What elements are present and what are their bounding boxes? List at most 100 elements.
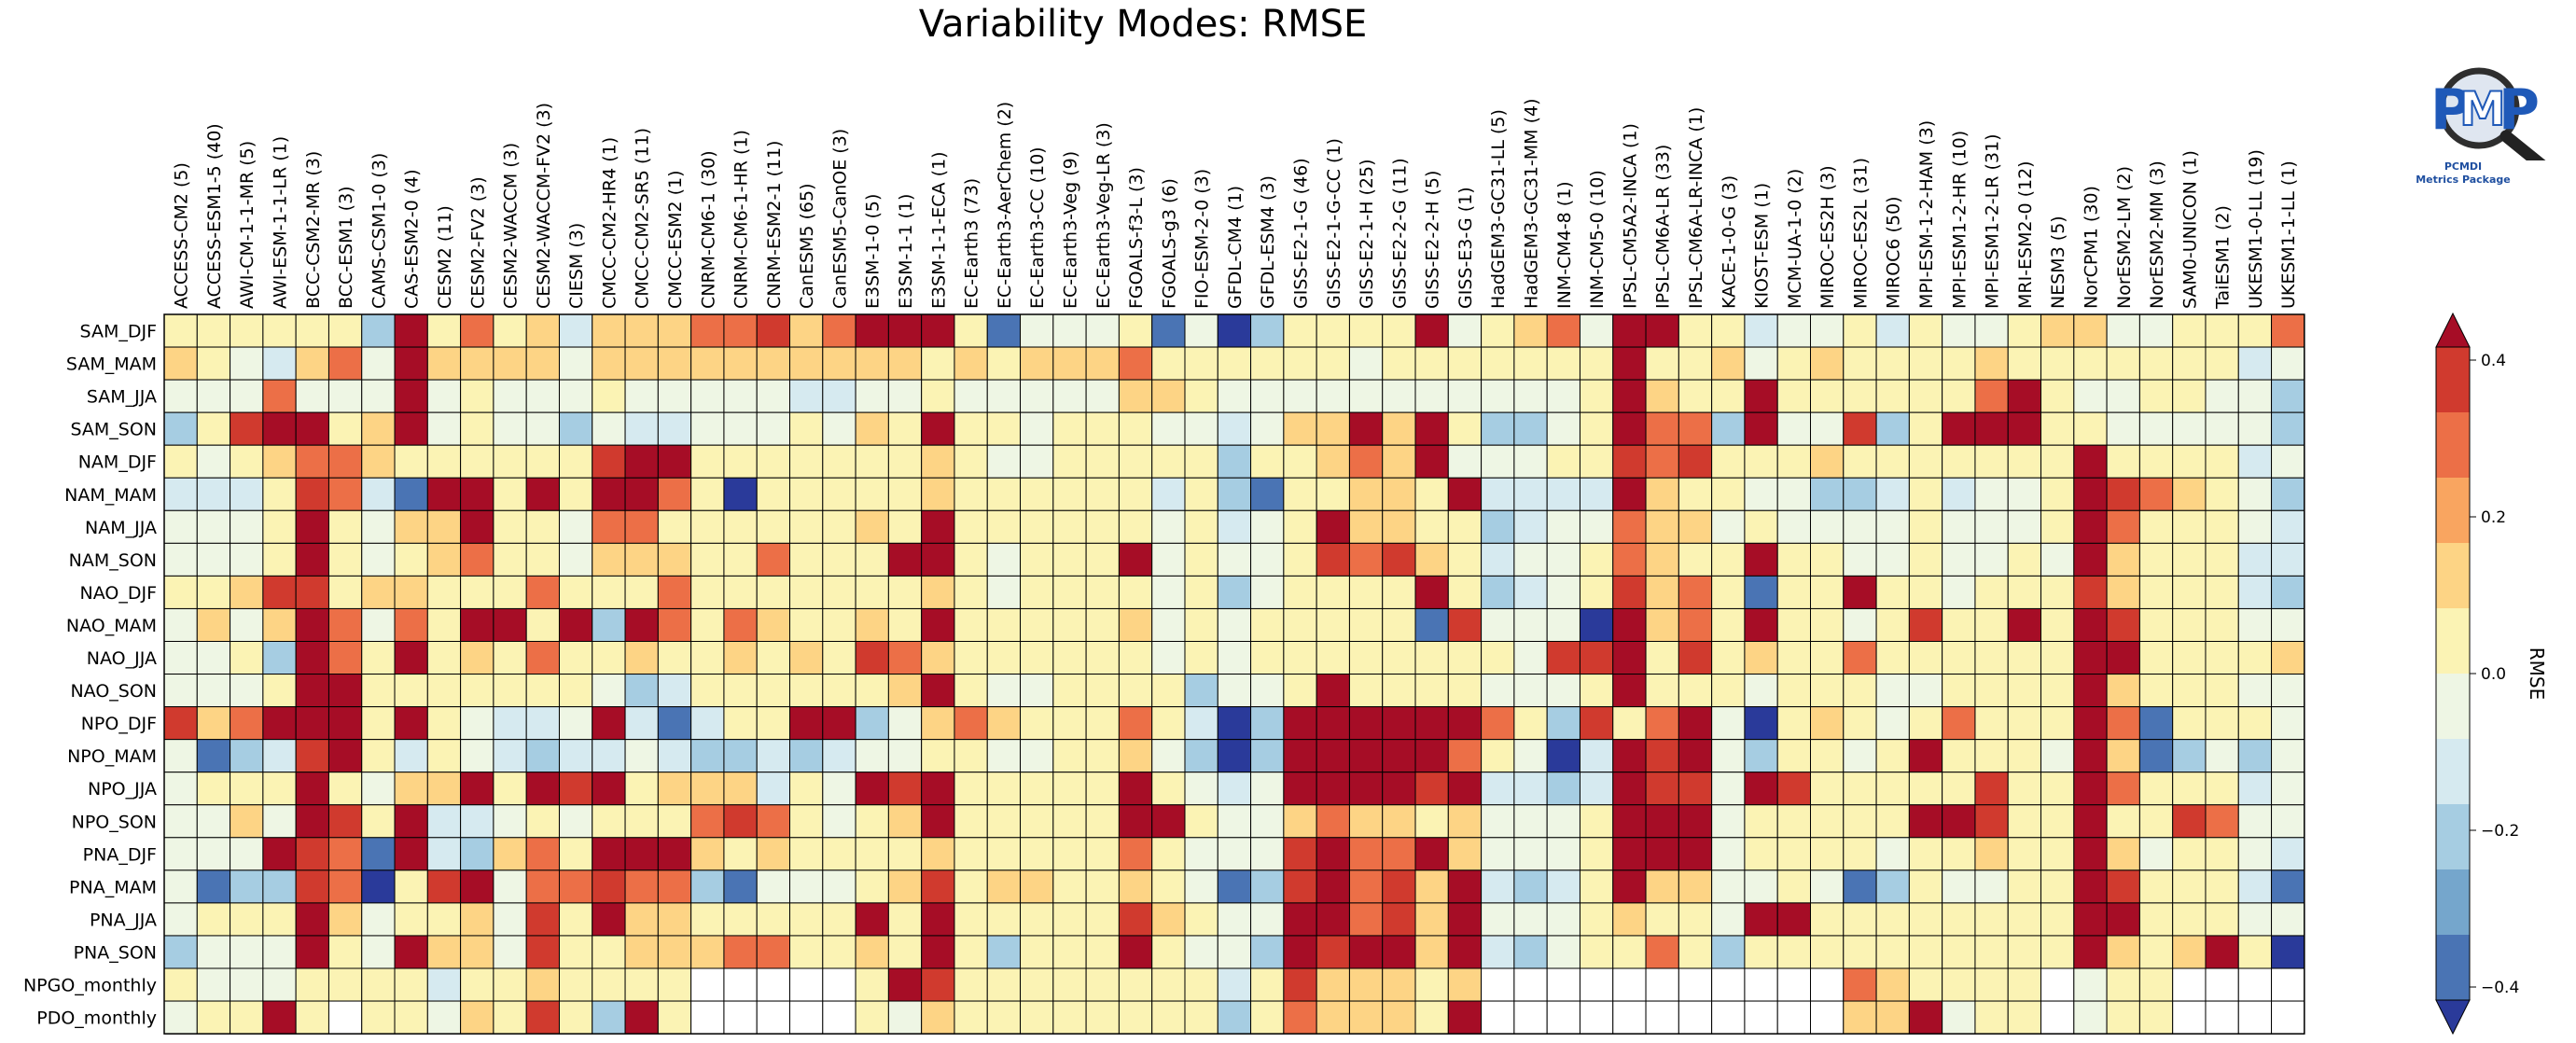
heatmap-cell <box>986 575 1022 609</box>
heatmap-cell <box>2271 804 2305 839</box>
heatmap-cell <box>756 575 791 609</box>
heatmap-cell <box>1942 575 1976 609</box>
column-label: MIROC-ES2H (3) <box>1817 165 1838 309</box>
heatmap-cell <box>1875 444 1910 479</box>
heatmap-cell <box>1513 935 1548 969</box>
heatmap-cell <box>1151 837 1186 871</box>
heatmap-cell <box>163 379 198 413</box>
heatmap-cell <box>1942 902 1976 937</box>
heatmap-cell <box>1513 346 1548 381</box>
heatmap-cell <box>1481 542 1515 577</box>
heatmap-cell <box>986 509 1022 544</box>
heatmap-cell <box>361 477 396 511</box>
heatmap-cell <box>460 1000 494 1035</box>
heatmap-cell <box>1250 772 1285 806</box>
heatmap-cell <box>1217 641 1252 675</box>
heatmap-cell <box>394 575 428 609</box>
heatmap-cell <box>2073 935 2108 969</box>
heatmap-cell <box>954 411 988 446</box>
heatmap-cell <box>1579 346 1614 381</box>
heatmap-cell <box>558 804 593 839</box>
column-label: INM-CM4-8 (1) <box>1554 181 1575 309</box>
heatmap-cell <box>2205 379 2239 413</box>
heatmap-cell <box>723 869 758 904</box>
heatmap-cell <box>1843 935 1877 969</box>
heatmap-cell <box>657 935 692 969</box>
heatmap-frame <box>163 313 2305 1035</box>
heatmap-cell <box>1118 674 1153 708</box>
heatmap-cell <box>2073 346 2108 381</box>
heatmap-cell <box>295 967 329 1002</box>
heatmap-cell <box>426 313 462 348</box>
heatmap-cell <box>1612 542 1647 577</box>
heatmap-cell <box>855 674 889 708</box>
column-label: MCM-UA-1-0 (2) <box>1785 169 1805 309</box>
column-label: ACCESS-CM2 (5) <box>172 162 192 309</box>
heatmap-cell <box>1184 641 1218 675</box>
heatmap-cell <box>822 542 856 577</box>
heatmap-cell <box>2205 444 2239 479</box>
heatmap-cell <box>986 313 1022 348</box>
heatmap-cell <box>1316 607 1350 643</box>
heatmap-cell <box>327 542 363 577</box>
heatmap-cell <box>1052 346 1087 381</box>
heatmap-cell <box>1974 379 2009 413</box>
heatmap-cell <box>2073 804 2108 839</box>
heatmap-cell <box>1052 444 1087 479</box>
heatmap-cell <box>1612 313 1647 348</box>
heatmap-cell <box>361 804 396 839</box>
heatmap-cell <box>394 706 428 741</box>
heatmap-cell <box>1151 509 1186 544</box>
heatmap-cell <box>196 411 231 446</box>
heatmap-cell <box>1382 739 1416 773</box>
heatmap-cell <box>493 313 527 348</box>
heatmap-cell <box>295 804 329 839</box>
heatmap-cell <box>394 641 428 675</box>
heatmap-cell <box>1810 869 1845 904</box>
heatmap-cell <box>1118 477 1153 511</box>
heatmap-cell <box>262 346 297 381</box>
heatmap-cell <box>1612 379 1647 413</box>
heatmap-cell <box>2271 411 2305 446</box>
heatmap-cell <box>1776 967 1811 1002</box>
heatmap-cell <box>1645 772 1679 806</box>
column-label: GISS-E3-G (1) <box>1455 187 1476 309</box>
heatmap-cell <box>1546 509 1580 544</box>
heatmap-cell <box>1283 444 1317 479</box>
heatmap-cell <box>460 509 494 544</box>
heatmap-cell <box>1382 313 1416 348</box>
heatmap-cell <box>1217 804 1252 839</box>
heatmap-cell <box>1711 869 1746 904</box>
heatmap-cell <box>657 411 692 446</box>
heatmap-cell <box>361 444 396 479</box>
heatmap-cell <box>460 706 494 741</box>
heatmap-cell <box>592 379 626 413</box>
heatmap-cell <box>822 935 856 969</box>
heatmap-cell <box>1513 772 1548 806</box>
heatmap-cell <box>1974 346 2009 381</box>
heatmap-cell <box>1447 869 1483 904</box>
heatmap-cell <box>2205 967 2239 1002</box>
heatmap-cell <box>1974 674 2009 708</box>
heatmap-cell <box>624 772 659 806</box>
heatmap-cell <box>1579 411 1614 446</box>
heatmap-cell <box>624 477 659 511</box>
heatmap-cell <box>954 1000 988 1035</box>
heatmap-cell <box>1414 935 1449 969</box>
heatmap-cell <box>855 444 889 479</box>
heatmap-cell <box>1414 902 1449 937</box>
heatmap-cell <box>921 444 955 479</box>
heatmap-cell <box>756 477 791 511</box>
heatmap-cell <box>163 607 198 643</box>
heatmap-cell <box>723 542 758 577</box>
heatmap-cell <box>1118 837 1153 871</box>
heatmap-cell <box>1447 509 1483 544</box>
heatmap-cell <box>1184 444 1218 479</box>
column-label: EC-Earth3-Veg (9) <box>1060 151 1080 309</box>
heatmap-cell <box>1744 1000 1778 1035</box>
heatmap-cell <box>394 509 428 544</box>
heatmap-cell <box>723 772 758 806</box>
heatmap-cell <box>2073 607 2108 643</box>
heatmap-cell <box>327 641 363 675</box>
heatmap-cell <box>361 509 396 544</box>
